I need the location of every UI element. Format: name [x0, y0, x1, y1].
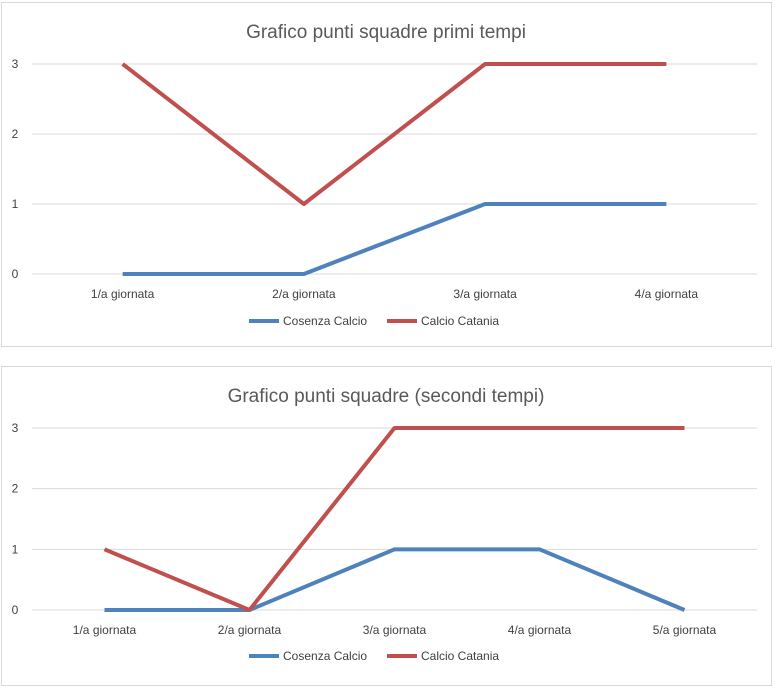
chart-panel-primi-tempi: Grafico punti squadre primi tempi 0 1 2 3 1/… — [1, 2, 772, 347]
x-tick-label: 2/a giornata — [218, 623, 282, 637]
legend-item: Calcio Catania — [387, 649, 499, 663]
x-tick-label: 2/a giornata — [272, 287, 336, 301]
y-tick-label: 2 — [12, 127, 19, 141]
y-tick-label: 0 — [12, 603, 19, 617]
x-tick-label: 1/a giornata — [73, 623, 137, 637]
x-tick-label: 3/a giornata — [453, 287, 517, 301]
legend-label: Cosenza Calcio — [283, 649, 367, 663]
x-tick-label: 5/a giornata — [653, 623, 717, 637]
y-tick-label: 0 — [12, 267, 19, 281]
y-tick-label: 3 — [12, 57, 19, 71]
legend-item: Cosenza Calcio — [249, 314, 367, 328]
legend-label: Calcio Catania — [421, 649, 499, 663]
series-line-calcio-catania — [103, 426, 685, 612]
legend-item: Calcio Catania — [387, 314, 499, 328]
x-tick-label: 4/a giornata — [635, 287, 699, 301]
chart-panel-secondi-tempi: Grafico punti squadre (secondi tempi) 0 1… — [1, 366, 772, 686]
chart-secondi-tempi: Grafico punti squadre (secondi tempi) 0 1… — [12, 386, 757, 663]
chart-title: Grafico punti squadre (secondi tempi) — [228, 386, 545, 407]
chart-primi-tempi: Grafico punti squadre primi tempi 0 1 2 3 1/… — [12, 22, 757, 328]
legend-item: Cosenza Calcio — [249, 649, 367, 663]
series-line-cosenza-calcio — [104, 547, 686, 612]
legend-label: Calcio Catania — [421, 314, 499, 328]
x-tick-label: 4/a giornata — [508, 623, 572, 637]
legend-label: Cosenza Calcio — [283, 314, 367, 328]
chart-title: Grafico punti squadre primi tempi — [246, 22, 526, 43]
y-tick-label: 3 — [12, 421, 19, 435]
x-tick-label: 3/a giornata — [363, 623, 427, 637]
y-tick-label: 1 — [12, 197, 19, 211]
series-line-cosenza-calcio — [122, 202, 667, 276]
x-tick-label: 1/a giornata — [91, 287, 155, 301]
series-line-calcio-catania — [121, 62, 667, 206]
y-tick-label: 2 — [12, 482, 19, 496]
y-tick-label: 1 — [12, 542, 19, 556]
